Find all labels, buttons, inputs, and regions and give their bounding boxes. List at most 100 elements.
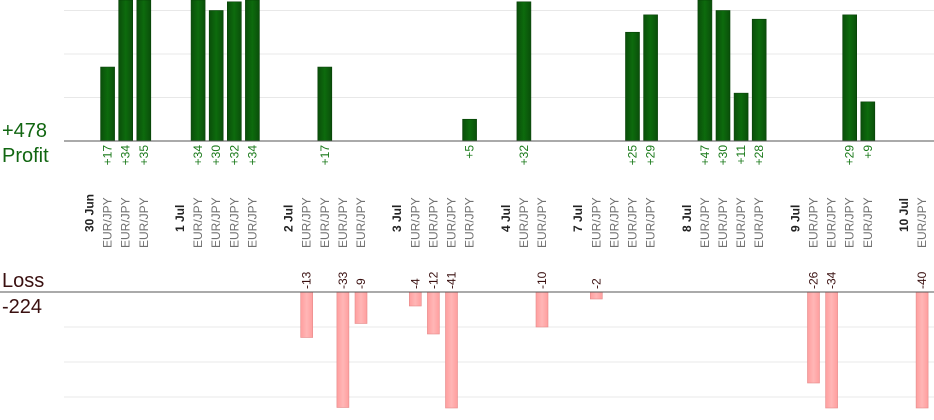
- profit-bar: [208, 10, 224, 142]
- profit-bar: [625, 31, 640, 142]
- profit-value-label: +32: [227, 145, 241, 166]
- pair-label: EUR/JPY: [752, 197, 766, 248]
- date-label: 30 Jun: [83, 194, 97, 232]
- profit-value-label: +17: [318, 145, 332, 166]
- pair-label: EUR/JPY: [300, 197, 314, 248]
- pair-label: EUR/JPY: [354, 197, 368, 248]
- loss-value-label: -4: [408, 278, 422, 289]
- profit-bar: [462, 118, 477, 142]
- pair-label: EUR/JPY: [535, 197, 549, 248]
- date-label: 2 Jul: [282, 205, 296, 232]
- loss-value-label: -41: [445, 271, 459, 289]
- profit-value-label: +28: [752, 145, 766, 166]
- pair-label: EUR/JPY: [589, 197, 603, 248]
- profit-bar: [697, 0, 713, 142]
- profit-value-label: +30: [209, 145, 223, 166]
- pair-label: EUR/JPY: [463, 197, 477, 248]
- pair-label: EUR/JPY: [607, 197, 621, 248]
- profit-bar: [643, 14, 658, 142]
- date-label: 1 Jul: [173, 205, 187, 232]
- loss-value-label: -10: [535, 271, 549, 289]
- loss-bar: [445, 291, 458, 409]
- loss-bar: [336, 291, 350, 408]
- loss-value-label: -2: [589, 278, 603, 289]
- loss-value-label: -9: [354, 278, 368, 289]
- profit-bar: [842, 14, 858, 142]
- loss-bar: [427, 291, 440, 335]
- pair-label: EUR/JPY: [137, 197, 151, 248]
- pair-label: EUR/JPY: [517, 197, 531, 248]
- loss-bar: [408, 291, 422, 307]
- date-label: 3 Jul: [390, 205, 404, 232]
- profit-value-label: +34: [191, 145, 205, 166]
- pair-label: EUR/JPY: [101, 197, 115, 248]
- profit-bar: [733, 92, 749, 142]
- loss-bar: [354, 291, 368, 324]
- profit-value-label: +29: [843, 145, 857, 166]
- loss-bar: [535, 291, 549, 328]
- profit-bar: [516, 1, 532, 142]
- date-label: 7 Jul: [571, 205, 585, 232]
- profit-bar: [751, 18, 767, 142]
- profit-bar: [715, 10, 731, 142]
- pair-label: EUR/JPY: [209, 197, 223, 248]
- pair-label: EUR/JPY: [227, 197, 241, 248]
- pair-label: EUR/JPY: [698, 197, 712, 248]
- loss-value-label: -13: [300, 271, 314, 289]
- profit-value-label: +9: [861, 145, 875, 159]
- profit-value-label: +34: [245, 145, 259, 166]
- loss-value-label: -12: [426, 271, 440, 289]
- date-label: 4 Jul: [499, 205, 513, 232]
- profit-value-label: +32: [517, 145, 531, 166]
- pair-label: EUR/JPY: [825, 197, 839, 248]
- loss-value-label: -34: [825, 271, 839, 289]
- profit-value-label: +47: [698, 145, 712, 166]
- profit-value-label: +30: [716, 145, 730, 166]
- pair-label: EUR/JPY: [119, 197, 133, 248]
- date-label: 9 Jul: [788, 205, 802, 232]
- profit-bar: [118, 0, 133, 142]
- pair-label: EUR/JPY: [734, 197, 748, 248]
- loss-value-label: -33: [336, 271, 350, 289]
- profit-value-label: +25: [626, 145, 640, 166]
- loss-bar: [915, 291, 929, 409]
- pair-label: EUR/JPY: [318, 197, 332, 248]
- profit-total: +478: [2, 120, 48, 142]
- pair-label: EUR/JPY: [336, 197, 350, 248]
- pair-label: EUR/JPY: [861, 197, 875, 248]
- loss-value-label: -40: [915, 271, 929, 289]
- profit-value-label: +5: [463, 145, 477, 159]
- profit-bar: [245, 0, 260, 142]
- date-label: 10 Jul: [897, 198, 911, 232]
- pair-label: EUR/JPY: [644, 197, 658, 248]
- pair-label: EUR/JPY: [626, 197, 640, 248]
- pair-label: EUR/JPY: [843, 197, 857, 248]
- profit-bar: [227, 1, 242, 142]
- profit-bar: [317, 66, 333, 142]
- profit-bar: [136, 0, 152, 142]
- pair-label: EUR/JPY: [408, 197, 422, 248]
- pair-label: EUR/JPY: [191, 197, 205, 248]
- profit-value-label: +17: [101, 145, 115, 166]
- profit-value-label: +29: [644, 145, 658, 166]
- loss-bar: [300, 291, 314, 338]
- profit-bar: [100, 66, 115, 142]
- profit-bar: [860, 101, 876, 142]
- loss-value-label: -26: [807, 271, 821, 289]
- pair-label: EUR/JPY: [445, 197, 459, 248]
- date-label: 8 Jul: [680, 205, 694, 232]
- profit-value-label: +35: [137, 145, 151, 166]
- profit-bar: [190, 0, 206, 142]
- pair-label: EUR/JPY: [426, 197, 440, 248]
- pair-label: EUR/JPY: [716, 197, 730, 248]
- pair-label: EUR/JPY: [807, 197, 821, 248]
- profit-label: Profit: [2, 145, 49, 167]
- loss-bar: [807, 291, 820, 384]
- pair-label: EUR/JPY: [915, 197, 929, 248]
- pair-label: EUR/JPY: [245, 197, 259, 248]
- profit-value-label: +11: [734, 145, 748, 165]
- loss-bar: [825, 291, 838, 409]
- loss-bar: [589, 291, 603, 300]
- profit-value-label: +34: [119, 145, 133, 166]
